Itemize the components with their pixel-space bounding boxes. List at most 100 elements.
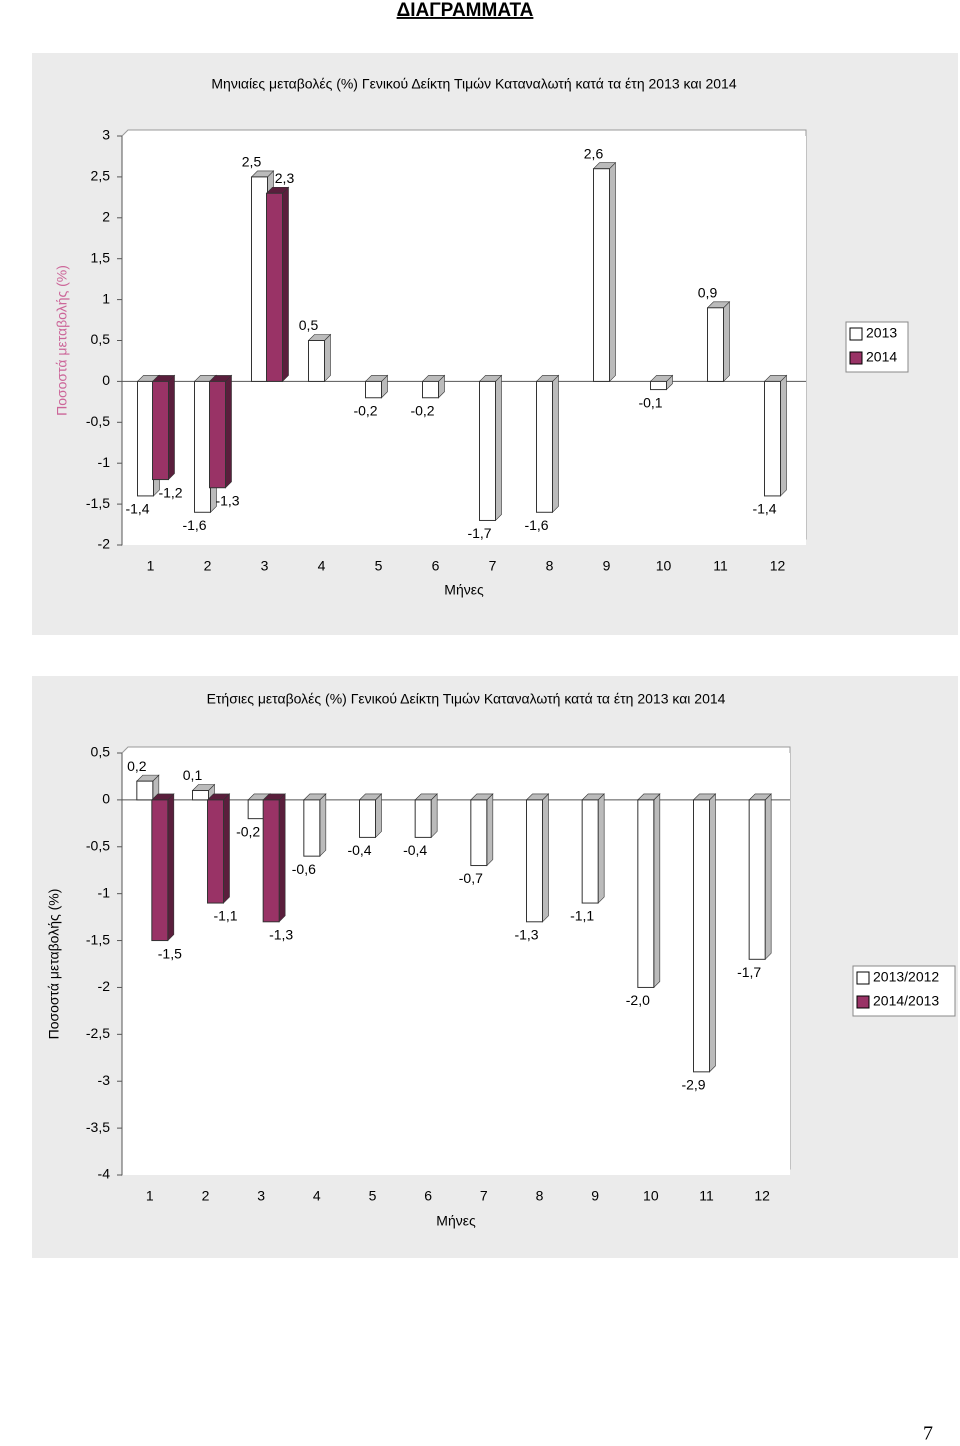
x-tick-label: 3 xyxy=(257,1188,265,1204)
bar xyxy=(266,192,283,382)
y-tick-label: 2 xyxy=(102,209,110,225)
y-tick-label: -1 xyxy=(98,884,111,900)
bar xyxy=(764,380,781,497)
legend-label: 2014/2013 xyxy=(873,993,939,1009)
x-tick-label: 12 xyxy=(770,558,786,574)
data-label: -2,0 xyxy=(626,992,650,1008)
x-tick-label: 4 xyxy=(318,558,326,574)
x-tick-label: 2 xyxy=(202,1188,210,1204)
x-tick-label: 4 xyxy=(313,1188,321,1204)
data-label: -0,4 xyxy=(403,842,427,858)
x-tick-label: 10 xyxy=(643,1188,659,1204)
x-tick-label: 12 xyxy=(754,1188,770,1204)
plot-area xyxy=(122,136,806,545)
data-label: -1,3 xyxy=(514,927,538,943)
bar xyxy=(152,380,169,481)
bar xyxy=(137,380,154,497)
bar xyxy=(526,799,543,923)
bar xyxy=(136,780,154,801)
y-tick-label: -2 xyxy=(98,978,111,994)
data-label: -0,2 xyxy=(353,402,377,418)
chart-title: Ετήσιες μεταβολές (%) Γενικού Δείκτη Τιμ… xyxy=(207,691,726,707)
bar-side xyxy=(723,301,730,383)
data-label: -1,6 xyxy=(524,517,548,533)
y-tick-label: 0,5 xyxy=(91,744,111,760)
legend-swatch xyxy=(849,351,863,365)
data-label: -1,2 xyxy=(158,484,182,500)
bar xyxy=(207,799,224,904)
bar xyxy=(194,380,211,513)
data-label: 0,1 xyxy=(183,767,203,783)
bar xyxy=(707,307,724,382)
x-tick-label: 2 xyxy=(204,558,212,574)
bar xyxy=(581,799,599,904)
bar-side xyxy=(542,793,549,923)
x-tick-label: 5 xyxy=(369,1188,377,1204)
bar xyxy=(650,380,667,391)
y-tick-label: -0,5 xyxy=(86,837,110,853)
bar xyxy=(359,799,376,838)
page-title: ΔΙΑΓΡΑΜΜΑΤΑ xyxy=(397,0,534,21)
bar-side xyxy=(495,374,502,522)
y-tick-label: -0,5 xyxy=(86,413,110,429)
bar xyxy=(536,380,553,513)
data-label: -1,4 xyxy=(125,501,149,517)
x-tick-label: 9 xyxy=(591,1188,599,1204)
bar xyxy=(470,799,488,867)
bar-side xyxy=(430,793,438,839)
x-tick-label: 11 xyxy=(713,558,728,574)
y-tick-label: -4 xyxy=(98,1166,111,1182)
bar-side xyxy=(278,793,286,923)
data-label: -1,1 xyxy=(213,908,237,924)
bar xyxy=(151,799,169,942)
x-tick-label: 1 xyxy=(146,1188,154,1204)
bar-side xyxy=(486,793,494,867)
data-label: -1,4 xyxy=(752,501,776,517)
bar xyxy=(308,340,325,382)
bar-side xyxy=(168,374,175,481)
y-tick-label: -3,5 xyxy=(86,1119,110,1135)
bar xyxy=(479,380,496,521)
bar-side xyxy=(223,793,230,904)
data-label: -0,1 xyxy=(638,394,662,410)
bar xyxy=(209,380,226,489)
y-tick-label: 0 xyxy=(102,372,110,388)
y-tick-label: -1,5 xyxy=(86,495,110,511)
bar-side xyxy=(653,793,661,989)
x-tick-label: 6 xyxy=(424,1188,432,1204)
bar xyxy=(262,799,280,923)
data-label: 2,3 xyxy=(275,170,295,186)
x-axis-label: Μήνες xyxy=(444,582,484,598)
chart-title: Μηνιαίες μεταβολές (%) Γενικού Δείκτη Τι… xyxy=(211,76,736,92)
legend-label: 2013 xyxy=(866,325,897,341)
bar xyxy=(748,799,766,960)
bar xyxy=(247,799,265,820)
data-label: 2,6 xyxy=(584,145,604,161)
legend-swatch xyxy=(849,327,863,341)
bar-side xyxy=(225,374,232,489)
y-tick-label: -3 xyxy=(98,1072,111,1088)
y-axis-label: Ποσοστά μεταβολής (%) xyxy=(54,265,70,416)
bar-side xyxy=(375,793,382,839)
data-label: -1,6 xyxy=(182,517,206,533)
page-number: 7 xyxy=(923,1423,933,1445)
y-tick-label: 1,5 xyxy=(91,249,111,265)
legend-swatch xyxy=(856,995,870,1009)
bar-side xyxy=(319,793,327,857)
data-label: 0,5 xyxy=(299,317,319,333)
y-tick-label: 0 xyxy=(102,791,110,807)
bar xyxy=(637,799,655,988)
legend-label: 2013/2012 xyxy=(873,969,939,985)
y-axis-label: Ποσοστά μεταβολής (%) xyxy=(46,889,62,1040)
bar xyxy=(303,799,321,857)
data-label: -1,1 xyxy=(570,908,594,924)
data-label: -1,5 xyxy=(158,945,182,961)
bar-side xyxy=(609,161,616,383)
bar xyxy=(422,380,439,399)
data-label: -1,3 xyxy=(269,927,293,943)
x-tick-label: 3 xyxy=(261,558,269,574)
x-tick-label: 1 xyxy=(147,558,155,574)
y-tick-label: -2 xyxy=(98,536,111,552)
